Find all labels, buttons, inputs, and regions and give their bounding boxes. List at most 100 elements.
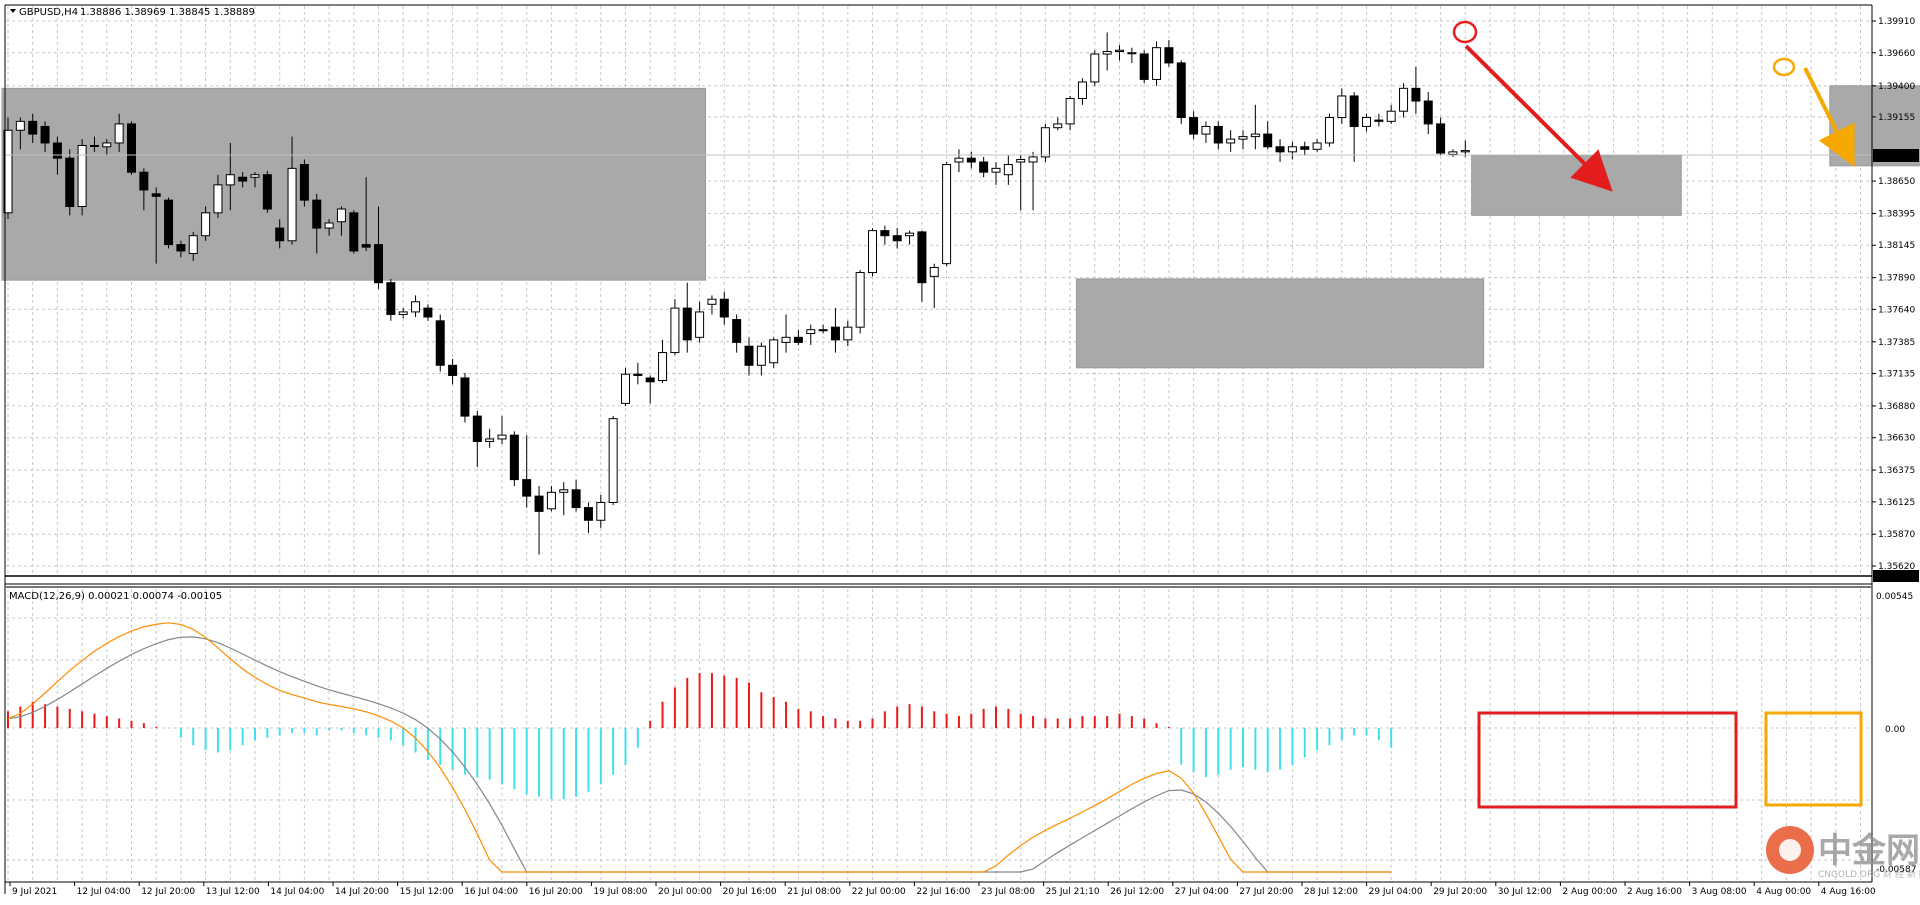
watermark-subtitle: CNGOLD.ORG 财 经 新 媒 体 [1818,868,1920,880]
time-tick-label: 21 Jul 08:00 [787,887,841,897]
candle [275,219,285,249]
candle [991,162,1001,185]
candle [3,117,13,220]
candle [460,372,470,423]
candle-body-bear [52,142,62,159]
candle [682,282,692,353]
second-top-marker-circle [1772,57,1796,77]
candle-body-bull [1238,136,1248,140]
candle-body-bull [287,167,297,242]
candle-body-bull [1115,49,1124,52]
time-tick-label: 4 Aug 16:00 [1821,887,1876,897]
candle [262,170,272,213]
candle [1337,88,1347,124]
candle-body-bull [1460,150,1470,153]
candle-body-bear [374,244,383,284]
candle-body-bear [423,307,433,318]
candle-body-bear [892,235,902,242]
candle [164,197,174,249]
time-tick-label: 27 Jul 04:00 [1175,887,1229,897]
candle [1374,113,1384,127]
price-tick-label: 1.37135 [1878,370,1915,380]
candle [1250,104,1260,150]
time-tick-label: 29 Jul 04:00 [1369,887,1423,897]
candle-body-bull [1127,52,1137,55]
candle-body-bull [905,232,915,237]
candle [336,206,346,236]
candle [225,142,235,211]
price-tick-label: 1.39400 [1878,82,1915,92]
candle-body-bear [793,336,803,343]
macd-panel [7,622,1393,873]
candle-body-bull [546,491,556,510]
candle [633,362,643,385]
candle [645,375,655,404]
candle-body-bear [349,212,359,252]
candle [1016,154,1026,211]
candle [102,139,112,156]
time-tick-label: 9 Jul 2021 [12,887,57,897]
candle-body-bull [1312,142,1322,150]
candle-body-bull [1448,151,1458,155]
candle-body-bull [781,336,791,343]
level-price-box [1873,570,1919,582]
candle-body-bear [435,320,445,366]
candle-body-bull [756,345,766,366]
candle-body-bull [1053,123,1063,129]
candle-body-bear [1139,53,1149,80]
candle [374,206,383,290]
candle [435,314,445,372]
candle-body-bull [868,230,877,274]
candle-body-bull [818,329,828,332]
candle [1102,32,1112,71]
candle-body-bull [15,120,25,131]
chart-menu-triangle-icon[interactable] [10,9,16,13]
candle [312,193,322,254]
candle-body-bull [769,339,779,364]
candle [139,168,149,211]
candle [707,295,717,315]
candle-body-bear [732,319,742,343]
candle [349,210,359,254]
candle-body-bull [485,438,495,443]
candle [28,113,38,143]
candle-body-bull [843,326,853,341]
time-tick-label: 20 Jul 00:00 [658,887,712,897]
price-tick-label: 1.39155 [1878,113,1915,123]
candle [40,121,50,152]
candle [509,431,519,486]
candle-body-bear [275,227,285,242]
candle-body-bear [534,495,544,512]
candle [719,291,729,325]
candle-body-bear [139,171,149,191]
candle-body-bear [1263,133,1273,148]
candle-body-bull [89,144,99,147]
macd-highlight-red-box [1477,711,1738,809]
candle-body-bull [559,489,569,493]
time-tick-label: 28 Jul 12:00 [1304,887,1358,897]
price-axis: 1.39910 1.39660 1.39400 1.39155 1.38650 1.383… [1872,17,1915,572]
candle [781,314,791,353]
candle-body-bull [1201,125,1211,135]
candle-body-bear [65,157,75,207]
candle-body-bear [460,377,470,417]
candle [818,324,828,334]
candle-body-bear [571,489,581,509]
price-tick-label: 1.39660 [1878,49,1915,59]
candle [1127,47,1137,63]
candle [855,269,865,334]
candle [213,174,223,218]
price-tick-label: 1.37640 [1878,305,1915,315]
candle [127,121,136,175]
time-tick-label: 15 Jul 12:00 [400,887,454,897]
candle-body-bear [164,199,174,246]
candle-body-bull [855,272,865,328]
candle-body-bull [1102,50,1112,55]
time-tick-label: 27 Jul 20:00 [1239,887,1293,897]
candle-body-bull [213,184,223,214]
candle-body-bear [509,434,519,481]
candle [1226,130,1236,152]
candle-body-bull [954,157,964,163]
candle [522,435,532,508]
